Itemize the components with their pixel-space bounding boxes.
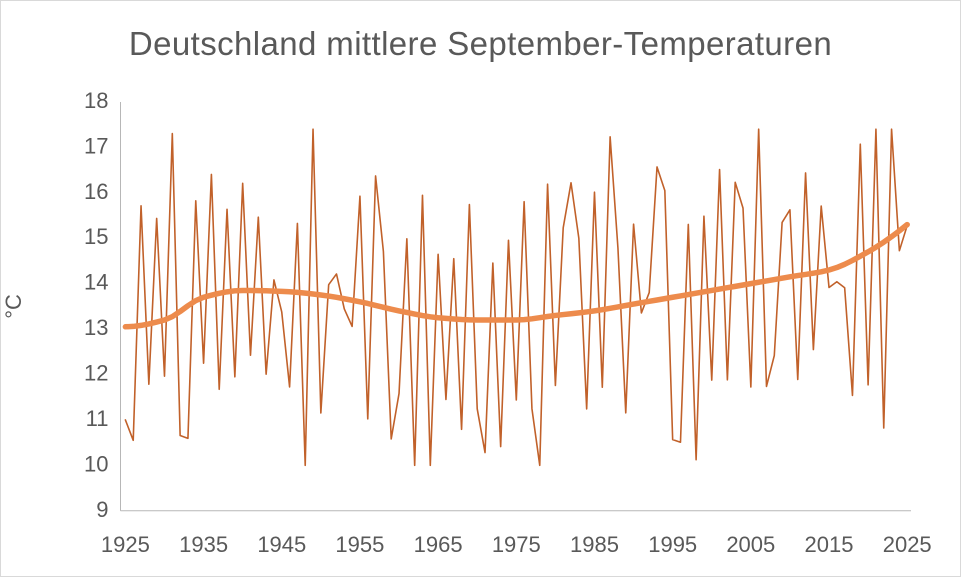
svg-text:1975: 1975 xyxy=(492,532,541,557)
svg-text:2025: 2025 xyxy=(883,532,932,557)
svg-text:18: 18 xyxy=(84,88,108,113)
svg-text:°C: °C xyxy=(1,294,26,319)
svg-text:1985: 1985 xyxy=(570,532,619,557)
svg-text:2015: 2015 xyxy=(805,532,854,557)
svg-text:11: 11 xyxy=(86,406,109,431)
svg-text:1925: 1925 xyxy=(101,532,150,557)
svg-text:13: 13 xyxy=(84,315,108,340)
svg-text:1995: 1995 xyxy=(648,532,697,557)
svg-text:15: 15 xyxy=(84,224,108,249)
svg-text:10: 10 xyxy=(84,451,108,476)
svg-text:16: 16 xyxy=(84,179,108,204)
svg-text:9: 9 xyxy=(96,497,108,522)
svg-text:2005: 2005 xyxy=(726,532,775,557)
svg-text:1965: 1965 xyxy=(414,532,463,557)
svg-text:17: 17 xyxy=(84,133,108,158)
svg-text:1945: 1945 xyxy=(257,532,306,557)
svg-text:1955: 1955 xyxy=(335,532,384,557)
svg-text:1935: 1935 xyxy=(179,532,228,557)
svg-text:12: 12 xyxy=(84,361,108,386)
svg-text:14: 14 xyxy=(84,270,108,295)
